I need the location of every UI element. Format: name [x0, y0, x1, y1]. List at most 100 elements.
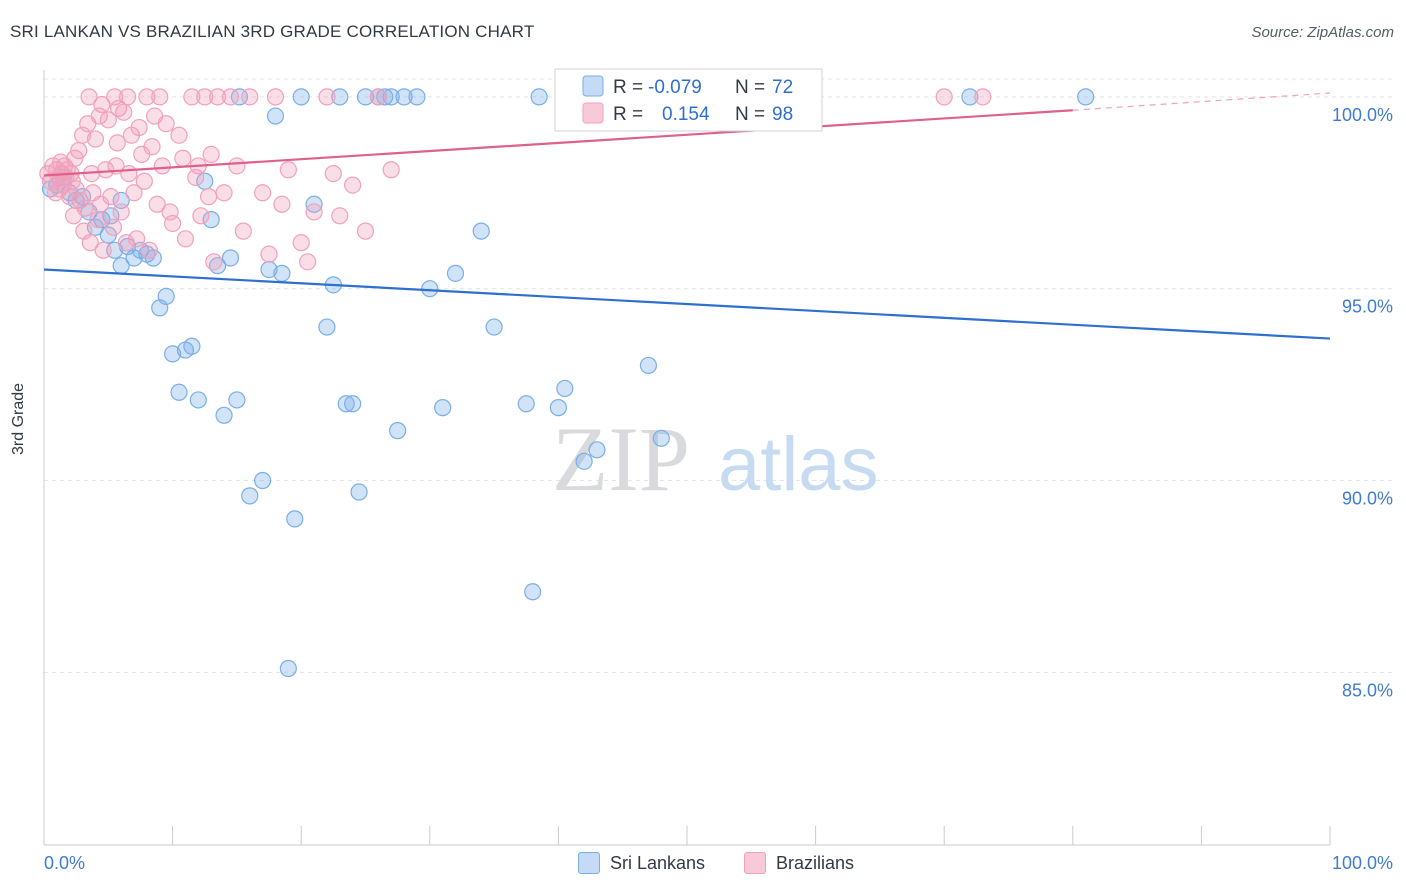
point-brazilians	[331, 207, 349, 225]
data-points	[39, 88, 1095, 678]
point-brazilians	[202, 145, 220, 164]
point-brazilians	[112, 203, 130, 221]
y-tick-label: 100.0%	[1332, 105, 1393, 125]
point-brazilians	[192, 207, 210, 225]
point-brazilians	[254, 184, 272, 202]
point-brazilians	[196, 88, 214, 106]
point-brazilians	[151, 88, 169, 106]
trend-line-sri-lankans	[43, 268, 1331, 340]
point-sri-lankans	[286, 510, 304, 528]
point-brazilians	[318, 88, 336, 106]
point-brazilians	[205, 253, 223, 271]
legend-swatch-brazilians-bottom	[744, 852, 766, 874]
point-brazilians	[117, 234, 135, 252]
legend-swatch-sri-lankans-bottom	[578, 852, 600, 874]
point-brazilians	[120, 164, 138, 183]
point-brazilians	[974, 88, 992, 106]
point-sri-lankans	[472, 222, 490, 240]
y-tick-label: 95.0%	[1342, 297, 1393, 317]
point-sri-lankans	[279, 659, 297, 678]
point-brazilians	[157, 115, 175, 133]
point-sri-lankans	[556, 379, 574, 398]
point-sri-lankans	[331, 88, 349, 106]
point-sri-lankans	[575, 452, 593, 470]
legend-item-brazilians[interactable]: Brazilians	[744, 852, 854, 874]
trend-line-brazilians	[43, 109, 1073, 177]
legend-n-label-2: N =	[735, 104, 765, 125]
point-sri-lankans	[260, 260, 278, 279]
point-sri-lankans	[530, 88, 548, 106]
legend-r-label-1: R =	[613, 77, 643, 98]
legend-item-sri-lankans[interactable]: Sri Lankans	[578, 852, 705, 874]
point-brazilians	[80, 88, 98, 106]
point-brazilians	[183, 88, 201, 106]
point-sri-lankans	[961, 88, 979, 106]
x-tick-label-min: 0.0%	[44, 853, 85, 873]
legend-n-label-1: N =	[735, 77, 765, 98]
point-sri-lankans	[395, 88, 413, 106]
legend-r-value-1: -0.079	[648, 77, 702, 98]
point-brazilians	[260, 245, 278, 263]
point-brazilians	[115, 103, 133, 121]
point-brazilians	[64, 207, 83, 225]
point-sri-lankans	[652, 429, 670, 447]
legend-n-value-2: 98	[772, 104, 793, 125]
point-sri-lankans	[221, 249, 240, 267]
point-sri-lankans	[170, 383, 188, 401]
point-sri-lankans	[318, 318, 336, 336]
point-brazilians	[93, 95, 111, 114]
point-brazilians	[241, 88, 259, 106]
legend-label-sri-lankans: Sri Lankans	[610, 852, 706, 873]
legend-label-brazilians: Brazilians	[776, 852, 855, 873]
watermark-zip: ZIP	[552, 408, 690, 510]
trend-lines	[43, 92, 1331, 340]
point-sri-lankans	[524, 583, 542, 601]
point-brazilians	[200, 188, 218, 206]
point-sri-lankans	[254, 471, 272, 490]
point-brazilians	[86, 130, 105, 148]
point-sri-lankans	[389, 422, 407, 440]
legend-r-label-2: R =	[613, 104, 643, 125]
point-sri-lankans	[485, 318, 503, 336]
point-brazilians	[125, 184, 143, 202]
legend-r-value-2: 0.154	[662, 104, 710, 125]
point-brazilians	[324, 164, 342, 183]
point-brazilians	[299, 253, 317, 271]
point-brazilians	[70, 141, 88, 160]
point-brazilians	[118, 88, 137, 106]
tick-labels: 85.0% 90.0% 95.0% 100.0% 0.0% 100.0%	[44, 105, 1393, 873]
point-brazilians	[164, 214, 182, 233]
point-brazilians	[228, 157, 246, 175]
point-brazilians	[138, 88, 156, 106]
chart-title: SRI LANKAN VS BRAZILIAN 3RD GRADE CORREL…	[10, 22, 535, 41]
point-sri-lankans	[202, 211, 220, 229]
y-tick-label: 85.0%	[1342, 680, 1393, 700]
point-sri-lankans	[350, 483, 368, 501]
point-brazilians	[292, 234, 310, 252]
point-sri-lankans	[1077, 88, 1095, 106]
point-brazilians	[176, 230, 195, 248]
point-sri-lankans	[421, 280, 439, 298]
point-sri-lankans	[241, 487, 259, 505]
point-brazilians	[108, 134, 126, 152]
point-brazilians	[935, 88, 953, 106]
point-brazilians	[148, 195, 166, 213]
point-sri-lankans	[189, 391, 207, 409]
point-sri-lankans	[273, 264, 291, 282]
point-sri-lankans	[164, 345, 182, 363]
point-brazilians	[135, 172, 153, 190]
point-sri-lankans	[434, 399, 452, 417]
y-axis-label: 3rd Grade	[10, 382, 27, 455]
point-brazilians	[174, 149, 192, 167]
point-brazilians	[170, 126, 188, 144]
point-sri-lankans	[215, 406, 233, 424]
point-sri-lankans	[337, 395, 355, 413]
axes	[43, 70, 1331, 846]
point-sri-lankans	[157, 287, 175, 305]
trend-line-brazilians-extension	[1072, 92, 1331, 111]
point-sri-lankans	[517, 395, 535, 413]
point-brazilians	[143, 138, 161, 156]
x-tick-label-max: 100.0%	[1332, 853, 1393, 873]
gridlines	[44, 78, 1394, 673]
stats-legend: R = -0.079 N = 72 R = 0.154 N = 98	[554, 68, 823, 132]
